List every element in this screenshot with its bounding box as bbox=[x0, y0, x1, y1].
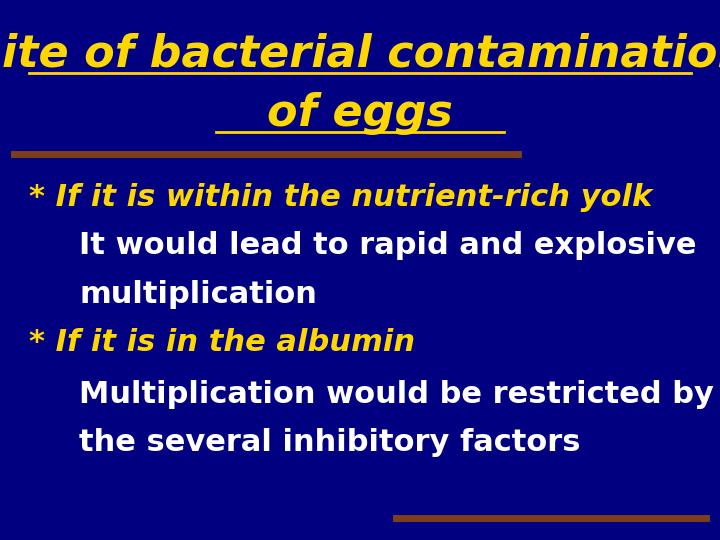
Text: It would lead to rapid and explosive: It would lead to rapid and explosive bbox=[79, 231, 697, 260]
Text: Site of bacterial contamination: Site of bacterial contamination bbox=[0, 32, 720, 76]
Text: the several inhibitory factors: the several inhibitory factors bbox=[79, 428, 581, 457]
Text: multiplication: multiplication bbox=[79, 280, 317, 309]
Text: * If it is within the nutrient-rich yolk: * If it is within the nutrient-rich yolk bbox=[29, 183, 652, 212]
Text: * If it is in the albumin: * If it is in the albumin bbox=[29, 328, 415, 357]
Text: of eggs: of eggs bbox=[267, 92, 453, 135]
Text: Multiplication would be restricted by: Multiplication would be restricted by bbox=[79, 380, 714, 409]
